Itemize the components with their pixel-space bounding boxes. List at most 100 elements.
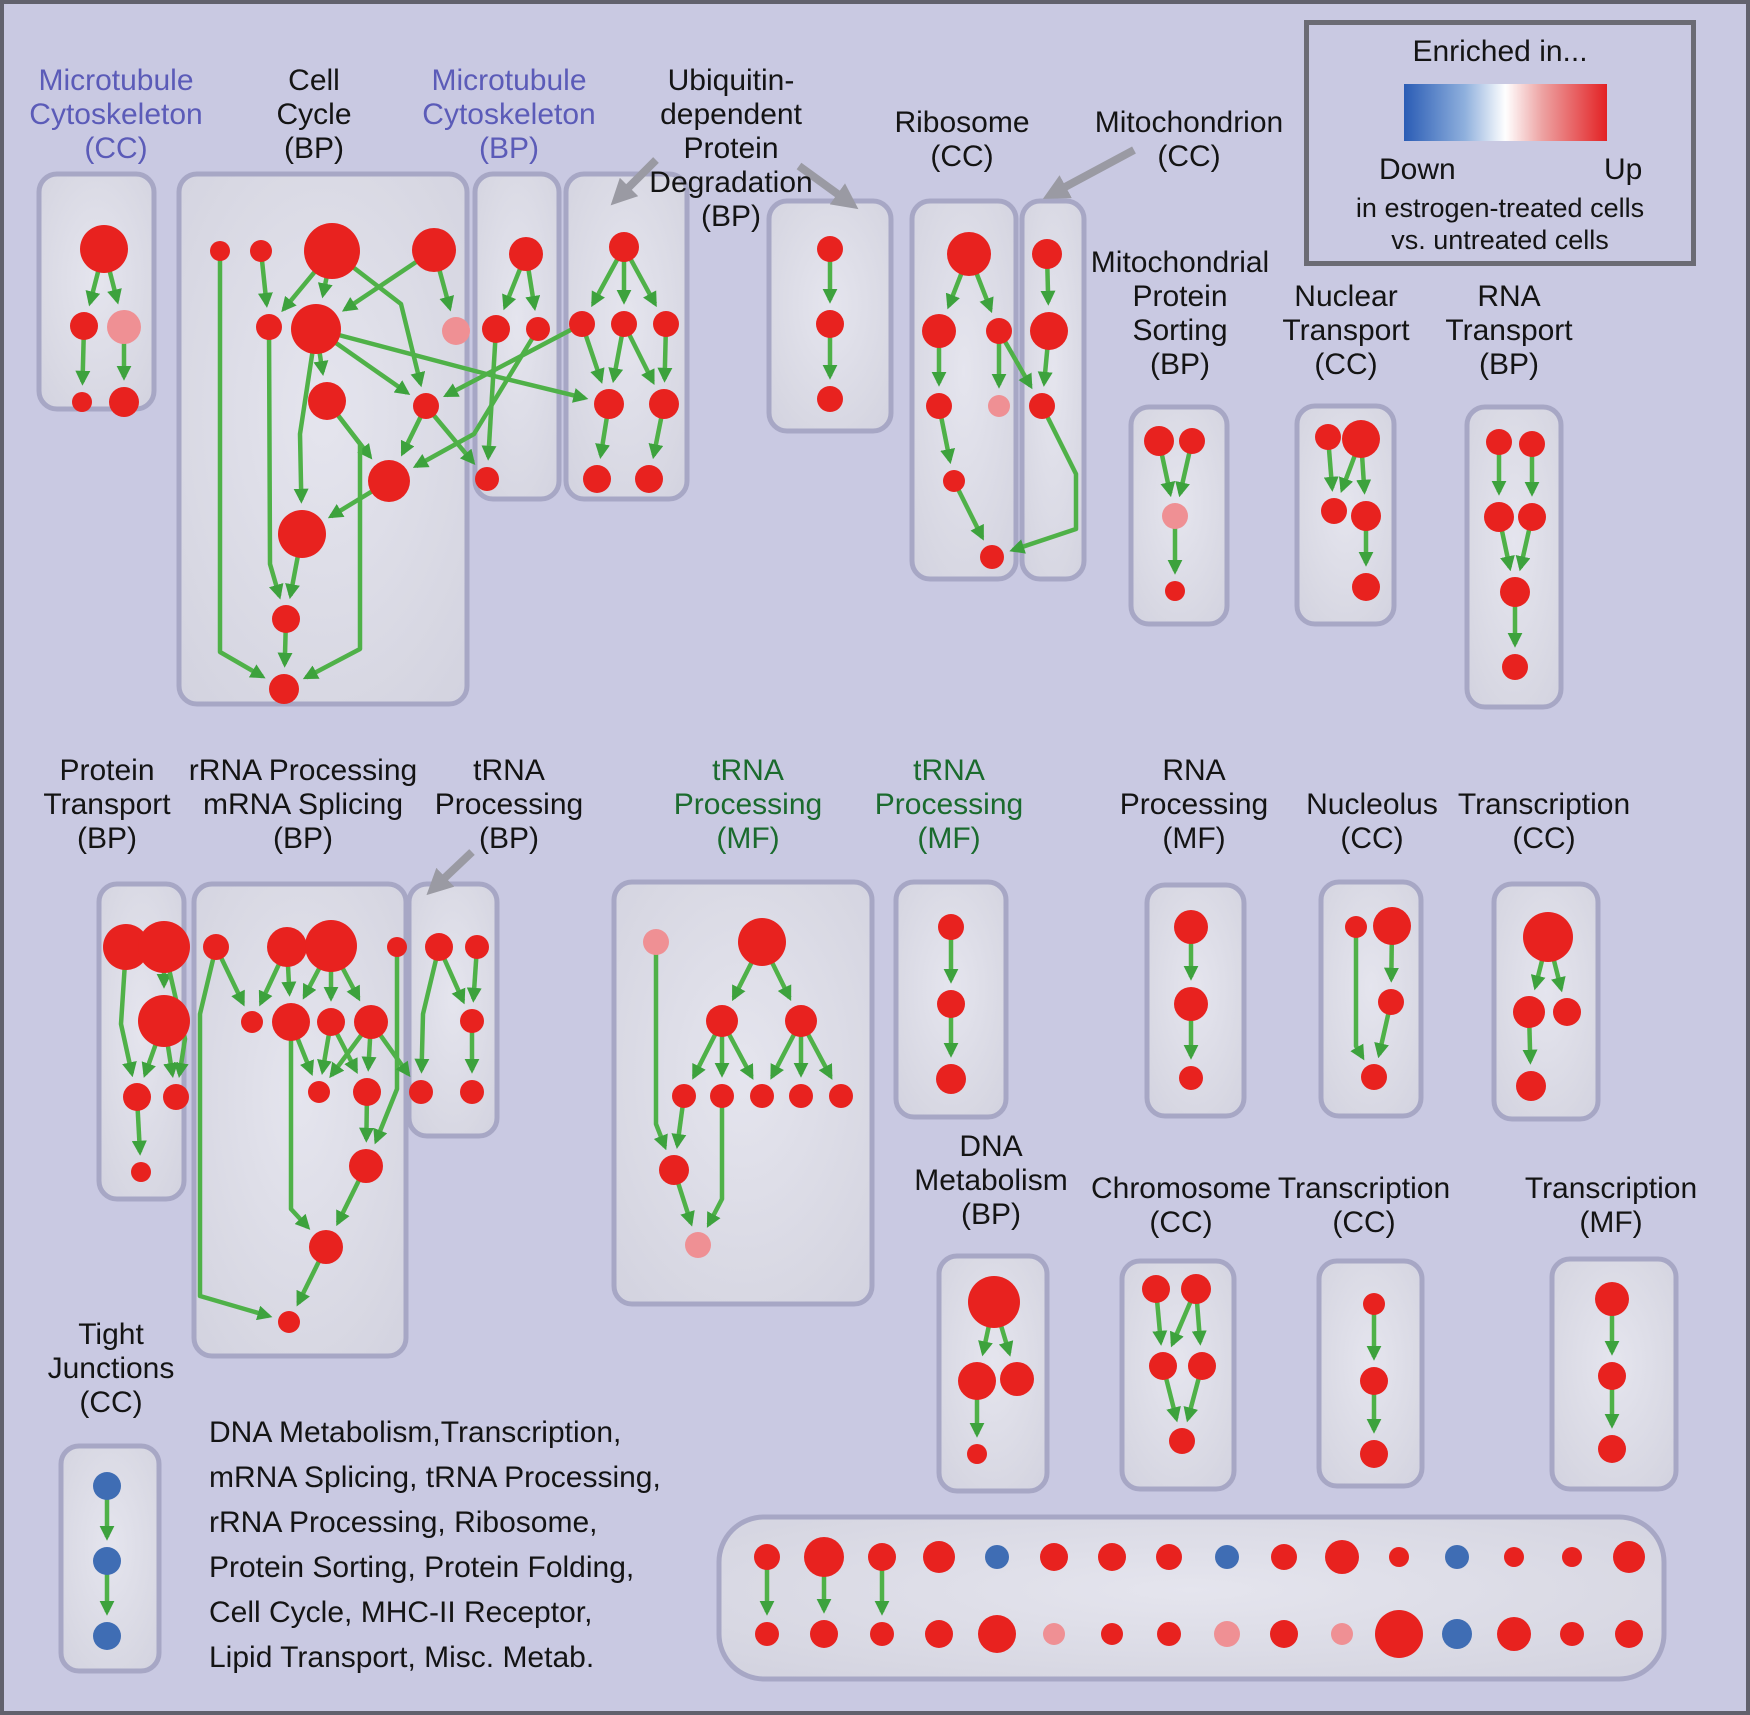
go-term-node xyxy=(1523,912,1573,962)
go-term-node xyxy=(1315,424,1341,450)
go-term-node xyxy=(1174,987,1208,1021)
go-term-node xyxy=(210,241,230,261)
go-term-node xyxy=(937,990,965,1018)
go-term-node xyxy=(1162,503,1188,529)
go-term-node xyxy=(1486,429,1512,455)
label-pointer-arrow-ubiquitin-left xyxy=(610,157,659,206)
edge-arrow xyxy=(293,328,319,504)
go-term-node xyxy=(1188,1352,1216,1380)
go-term-node xyxy=(241,1011,263,1033)
go-term-node xyxy=(1351,501,1381,531)
go-term-node xyxy=(569,311,595,337)
cluster-box-chromosome-cc xyxy=(1119,1258,1237,1492)
go-term-node xyxy=(349,1149,383,1183)
go-term-node xyxy=(70,312,98,340)
go-term-node xyxy=(309,1230,343,1264)
edge-arrow xyxy=(266,326,284,600)
go-term-node xyxy=(413,393,439,419)
go-term-node xyxy=(1352,573,1380,601)
label-pointer-arrow-trna-bp xyxy=(426,849,475,896)
go-term-node xyxy=(272,605,300,633)
go-term-node xyxy=(1595,1282,1629,1316)
go-term-node xyxy=(1321,498,1347,524)
go-term-node xyxy=(710,1084,734,1108)
cluster-box-ribosome-cc xyxy=(909,198,1019,582)
go-term-node xyxy=(1389,1547,1409,1567)
go-term-node xyxy=(1613,1541,1645,1573)
go-term-node xyxy=(870,1622,894,1646)
go-term-node xyxy=(817,386,843,412)
cluster-box-microtubule-cc xyxy=(36,171,157,412)
go-term-node xyxy=(978,1615,1016,1653)
go-term-node xyxy=(354,1005,388,1039)
go-term-node xyxy=(1000,1362,1034,1396)
go-term-node xyxy=(829,1084,853,1108)
go-term-node xyxy=(1165,581,1185,601)
go-term-node xyxy=(609,232,639,262)
edge-arrow xyxy=(414,946,442,1074)
go-term-node xyxy=(93,1547,121,1575)
go-term-node xyxy=(1598,1362,1626,1390)
edge-arrow xyxy=(481,328,499,461)
go-term-node xyxy=(93,1622,121,1650)
go-term-node xyxy=(1149,1352,1177,1380)
go-term-node xyxy=(1500,577,1530,607)
go-term-node xyxy=(1375,1610,1423,1658)
go-term-node xyxy=(750,1084,774,1108)
go-term-node xyxy=(583,465,611,493)
go-term-node xyxy=(203,934,229,960)
category-list-text: DNA Metabolism,Transcription, mRNA Splic… xyxy=(209,1416,661,1674)
go-term-node xyxy=(475,467,499,491)
go-term-node xyxy=(611,311,637,337)
edge-arrow xyxy=(217,251,266,679)
go-term-node xyxy=(755,1622,779,1646)
cluster-box-trna-processing-mf-1 xyxy=(611,879,875,1307)
edge-arrow xyxy=(197,946,273,1321)
edge-arrow xyxy=(161,946,189,1078)
go-term-node xyxy=(138,921,190,973)
go-term-node xyxy=(1518,503,1546,531)
go-term-node xyxy=(482,315,510,343)
go-term-node xyxy=(1361,1064,1387,1090)
go-term-node xyxy=(804,1537,844,1577)
go-term-node xyxy=(123,1083,151,1111)
go-term-node xyxy=(1101,1623,1123,1645)
go-term-node xyxy=(649,389,679,419)
go-term-node xyxy=(1169,1428,1195,1454)
go-term-node xyxy=(1553,998,1581,1026)
go-term-node xyxy=(938,914,964,940)
go-term-node xyxy=(685,1232,711,1258)
go-term-node xyxy=(926,393,952,419)
go-term-node xyxy=(1032,239,1062,269)
go-term-node xyxy=(1562,1547,1582,1567)
go-term-node xyxy=(269,674,299,704)
go-term-node xyxy=(1342,420,1380,458)
go-term-node xyxy=(868,1543,896,1571)
edge-arrow xyxy=(1009,404,1079,554)
edge-arrow xyxy=(412,327,540,468)
go-term-node xyxy=(706,1005,738,1037)
go-term-node xyxy=(1156,1544,1182,1570)
go-term-node xyxy=(1516,1071,1546,1101)
go-term-node xyxy=(967,1444,987,1464)
go-term-node xyxy=(1363,1293,1385,1315)
go-term-node xyxy=(1502,654,1528,680)
go-term-node xyxy=(785,1005,817,1037)
legend: Enriched in... Down Up in estrogen-treat… xyxy=(1304,20,1696,266)
go-term-node xyxy=(509,237,543,271)
go-term-node xyxy=(272,1003,310,1041)
go-term-node xyxy=(72,392,92,412)
go-term-node xyxy=(353,1078,381,1106)
go-term-node xyxy=(1043,1623,1065,1645)
go-term-node xyxy=(1504,1547,1524,1567)
go-term-node xyxy=(107,310,141,344)
cluster-box-mitochondrion-cc xyxy=(1019,198,1087,582)
go-term-node xyxy=(163,1084,189,1110)
go-term-node xyxy=(653,311,679,337)
go-term-node xyxy=(1098,1543,1126,1571)
go-term-node xyxy=(1360,1367,1388,1395)
label-pointer-arrow-mitochondrion xyxy=(1042,146,1136,199)
go-term-node xyxy=(304,223,360,279)
go-term-node xyxy=(643,929,669,955)
go-term-node xyxy=(923,1541,955,1573)
